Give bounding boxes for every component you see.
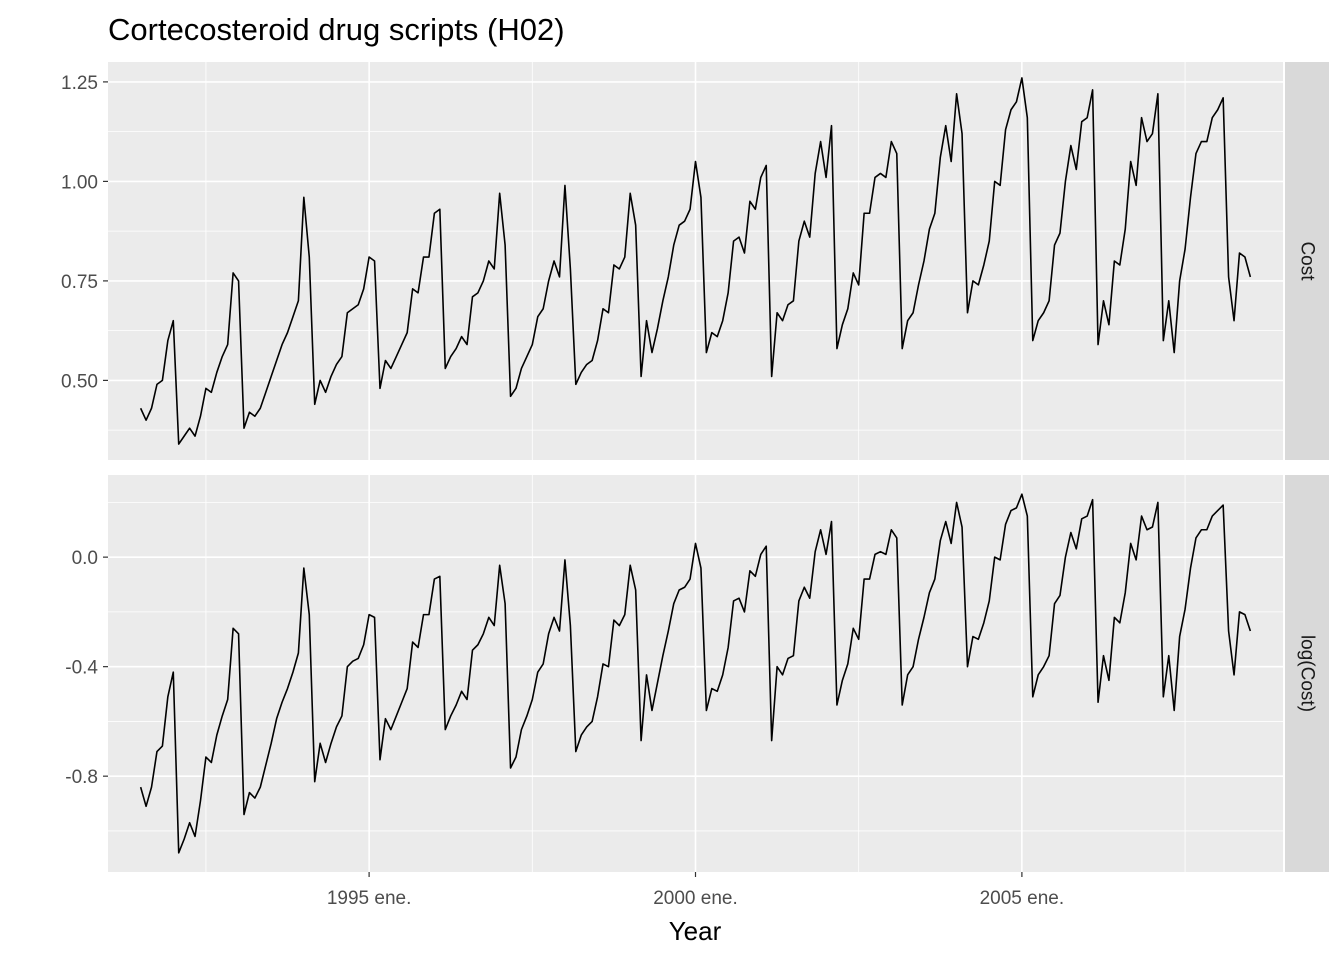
y-tick-label: 1.25 xyxy=(61,73,98,94)
facet-panel-log-cost: -0.8 -0.4 0.0 log(Cost) xyxy=(65,475,1329,872)
facet-strip xyxy=(1285,62,1329,460)
facet-strip-label: log(Cost) xyxy=(1297,635,1318,712)
facet-panels: 0.50 0.75 1.00 1.25 Cost -0.8 -0.4 0.0 log(Cost) xyxy=(61,62,1329,872)
facet-panel-cost: 0.50 0.75 1.00 1.25 Cost xyxy=(61,62,1329,460)
y-tick-label: -0.4 xyxy=(65,658,98,679)
chart-title: Cortecosteroid drug scripts (H02) xyxy=(108,12,565,47)
facet-strip-label: Cost xyxy=(1297,241,1318,281)
y-tick-label: 0.50 xyxy=(61,371,98,392)
y-tick-label: -0.8 xyxy=(65,767,98,788)
y-tick-label: 1.00 xyxy=(61,172,98,193)
y-tick-label: 0.0 xyxy=(72,548,98,569)
x-tick-label: 2005 ene. xyxy=(980,888,1065,909)
x-axis: 1995 ene. 2000 ene. 2005 ene. xyxy=(327,872,1064,909)
facet-strip xyxy=(1285,475,1329,872)
x-tick-label: 1995 ene. xyxy=(327,888,412,909)
series-line-log-cost xyxy=(139,493,1252,854)
series-line-cost xyxy=(139,77,1252,445)
y-tick-label: 0.75 xyxy=(61,272,98,293)
x-tick-label: 2000 ene. xyxy=(653,888,738,909)
x-axis-title: Year xyxy=(669,916,722,946)
